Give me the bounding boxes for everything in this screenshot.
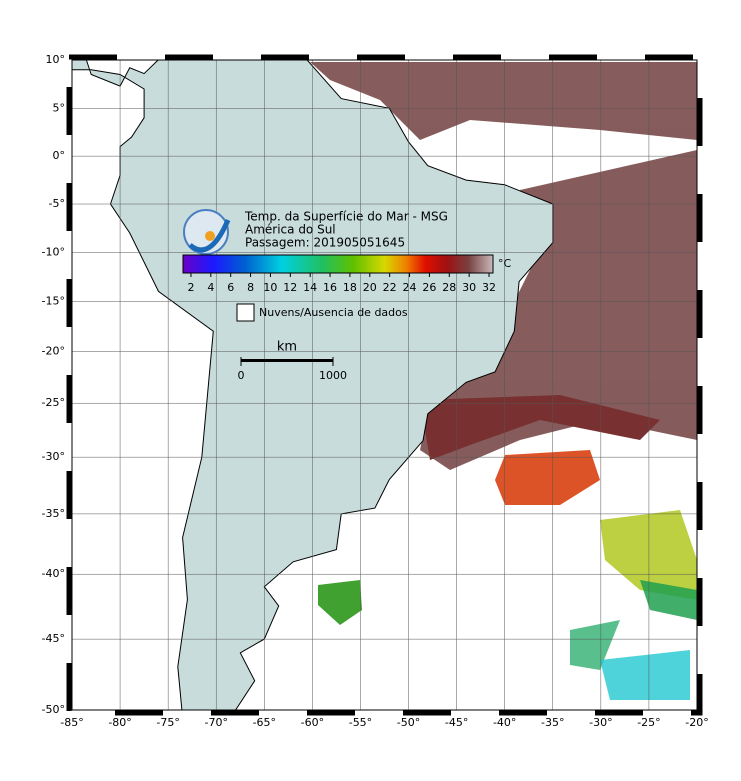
lat-label: -5° [49,197,65,210]
colorbar-label: 14 [303,281,317,294]
scale-unit: km [277,340,297,355]
colorbar-label: 6 [227,281,234,294]
logo-sun [205,231,215,241]
lat-label: -40° [42,567,65,580]
graticule [72,60,697,710]
lon-label: -80° [108,716,131,729]
colorbar-label: 10 [263,281,277,294]
title: Temp. da Superfície do Mar - MSG [244,210,448,224]
lat-label: -20° [42,344,65,357]
colorbar-label: 16 [323,281,337,294]
pass-time: Passagem: 201905051645 [245,236,405,250]
lon-label: -65° [253,716,276,729]
lon-label: -25° [637,716,660,729]
lat-label: -35° [42,507,65,520]
colorbar-label: 20 [363,281,377,294]
lon-label: -70° [204,716,227,729]
colorbar-label: 8 [247,281,254,294]
lon-label: -35° [541,716,564,729]
colorbar-label: 24 [403,281,417,294]
frame [71,59,698,711]
legend-label: Nuvens/Ausencia de dados [259,306,408,319]
legend-swatch [236,303,255,322]
sst-patch [640,580,697,620]
colorbar-label: 4 [207,281,214,294]
colorbar-label: 12 [283,281,297,294]
colorbar-unit: °C [498,257,512,270]
lon-label: -40° [493,716,516,729]
sst-patch [600,650,690,700]
title-block: Temp. da Superfície do Mar - MSG América… [183,209,448,255]
colorbar-label: 18 [343,281,357,294]
lon-label: -30° [589,716,612,729]
sst-warm [310,62,697,470]
lon-label: -20° [685,716,708,729]
lat-label: 0° [53,149,66,162]
lon-label: -55° [349,716,372,729]
lat-label: -45° [42,632,65,645]
scale-label: 1000 [319,369,347,382]
colorbar-label: 22 [383,281,397,294]
lat-label: -25° [42,396,65,409]
subtitle: América do Sul [245,223,336,237]
lon-label: -45° [445,716,468,729]
colorbar-label: 28 [442,281,456,294]
colorbar-label: 30 [462,281,476,294]
lat-label: 5° [53,101,66,114]
sst-patch [318,580,362,625]
scale-bar: km 0 1000 [238,340,348,383]
sst-patch [600,510,697,600]
colorbar-label: 2 [187,281,194,294]
lon-label: -85° [60,716,83,729]
lat-label: -50° [42,703,65,716]
scale-bar-body [241,359,333,362]
lon-label: -75° [156,716,179,729]
lat-label: -15° [42,294,65,307]
lat-label: 10° [46,53,66,66]
sst-patch [495,450,600,505]
sst-patch [570,620,620,670]
colorbar: °C 2 4 6 8 10 12 14 16 18 20 22 24 26 28 30 32 [182,254,512,294]
colorbar-label: 32 [482,281,496,294]
lat-label: -30° [42,450,65,463]
map-area [72,60,697,710]
lon-label: -60° [301,716,324,729]
colorbar-gradient [182,254,494,274]
colorbar-label: 26 [422,281,436,294]
lon-label: -50° [397,716,420,729]
lat-label: -10° [42,245,65,258]
scale-label: 0 [238,369,245,382]
frame-border [66,54,703,716]
logo-arrow [188,219,231,253]
